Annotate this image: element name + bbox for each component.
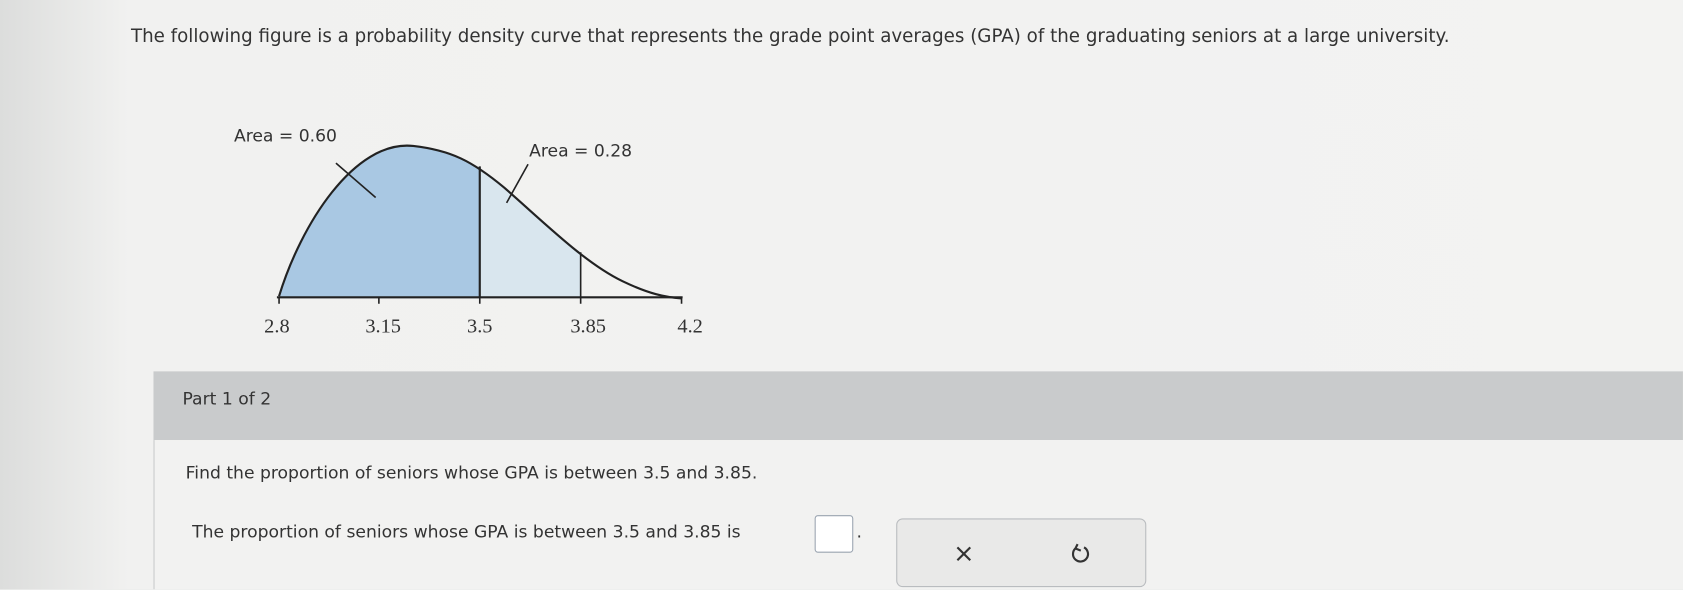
density-figure: Area = 0.60 Area = 0.28 2.8 3.15 3.5 3.8… (234, 127, 703, 338)
answer-sentence: The proportion of seniors whose GPA is b… (192, 521, 741, 543)
area-label: Area = 0.60 (234, 127, 337, 147)
part-label: Part 1 of 2 (182, 388, 272, 409)
ticks (278, 297, 683, 304)
x-label: 4.2 (677, 316, 702, 338)
leader-line (335, 162, 377, 199)
x-label: 3.5 (467, 316, 492, 338)
area-label: Area = 0.28 (529, 142, 632, 162)
answer-input[interactable] (814, 515, 854, 553)
undo-button[interactable] (1048, 530, 1112, 575)
answer-period: . (856, 521, 862, 543)
part-header (153, 371, 1683, 441)
button-group (896, 518, 1147, 588)
prompt: Find the proportion of seniors whose GPA… (185, 462, 758, 483)
leader-line (505, 163, 529, 204)
question-text: The following figure is a probability de… (130, 25, 1450, 48)
x-label: 3.15 (365, 316, 401, 338)
density-curve (278, 144, 682, 300)
clear-button[interactable] (929, 530, 993, 575)
area-light (479, 145, 581, 299)
x-label: 3.85 (570, 316, 606, 338)
x-label: 2.8 (264, 316, 289, 338)
buttons (929, 530, 1112, 575)
